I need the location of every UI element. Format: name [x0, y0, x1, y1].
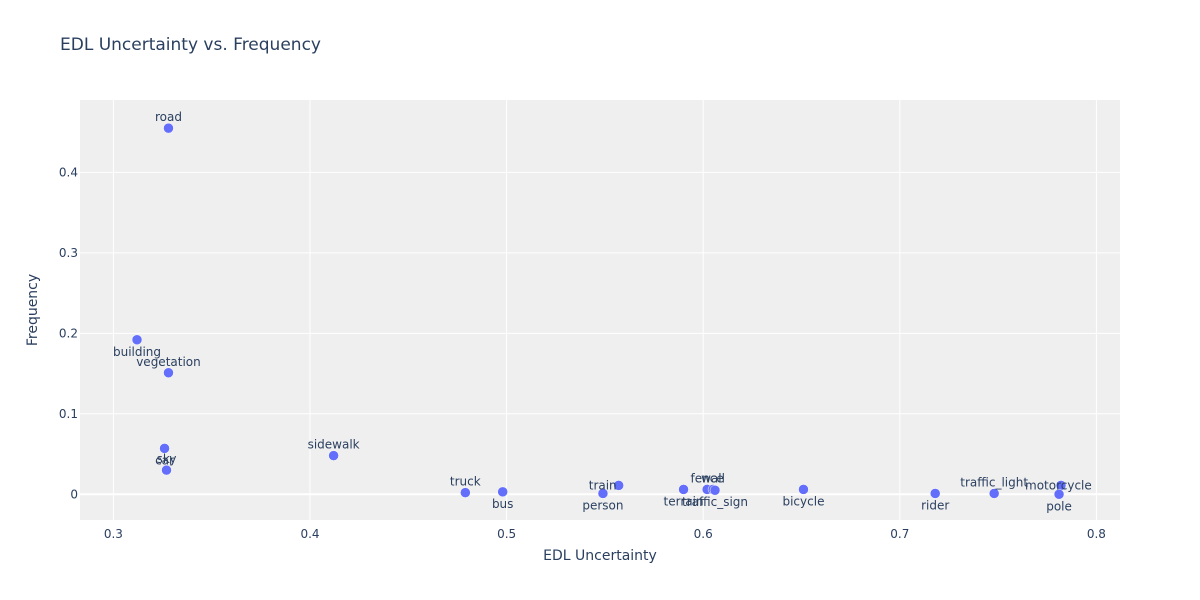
point-label-terrain: terrain: [664, 494, 704, 508]
data-point-pole: [1053, 489, 1065, 500]
point-label-car: car: [155, 453, 174, 467]
point-label-pole: pole: [1046, 499, 1072, 513]
data-points: [131, 122, 1067, 500]
point-label-traffic_light: traffic_light: [960, 475, 1028, 489]
point-label-motorcycle: motorcycle: [1025, 478, 1092, 492]
data-point-building: [131, 334, 143, 346]
data-point-terrain: [678, 484, 689, 495]
data-point-train: [613, 480, 624, 491]
point-label-bicycle: bicycle: [782, 494, 824, 508]
point-label-person: person: [582, 498, 623, 512]
grid-lines: [80, 100, 1120, 520]
y-tick-label: 0.2: [59, 326, 78, 340]
chart-title: EDL Uncertainty vs. Frequency: [60, 35, 321, 55]
point-label-road: road: [155, 110, 182, 124]
point-label-vegetation: vegetation: [136, 355, 201, 369]
point-label-building: building: [113, 345, 161, 359]
point-label-traffic_sign: traffic_sign: [682, 495, 748, 509]
data-point-car: [159, 443, 170, 454]
point-label-truck: truck: [450, 475, 481, 489]
y-tick-label: 0.4: [59, 165, 78, 179]
data-point-vegetation: [163, 367, 174, 379]
y-tick-label: 0.3: [59, 246, 78, 260]
y-axis-title: Frequency: [25, 274, 41, 346]
point-label-bus: bus: [492, 497, 513, 511]
x-tick-label: 0.6: [694, 527, 713, 541]
x-tick-label: 0.3: [104, 527, 123, 541]
point-label-wall: wall: [701, 471, 725, 485]
data-point-sidewalk: [328, 450, 339, 461]
axis-ticks: 0.3 0.4 0.5 0.6 0.7 0.8 0 0.1 0.2 0.3 0.4: [59, 165, 1106, 541]
x-tick-label: 0.5: [497, 527, 516, 541]
x-tick-label: 0.7: [890, 527, 909, 541]
point-label-rider: rider: [921, 498, 949, 512]
data-point-sky: [161, 464, 172, 476]
x-axis-title: EDL Uncertainty: [543, 548, 657, 564]
point-label-train: train: [589, 478, 617, 492]
data-point-road: [163, 122, 174, 134]
data-point-truck: [460, 487, 471, 498]
y-tick-label: 0.1: [59, 407, 78, 421]
point-label-fence: fence: [691, 471, 724, 485]
data-point-bus: [497, 486, 508, 498]
point-label-sidewalk: sidewalk: [308, 438, 360, 452]
y-tick-label: 0: [70, 487, 78, 501]
x-tick-label: 0.4: [300, 527, 319, 541]
point-label-sky: sky: [157, 452, 177, 466]
data-point-rider: [929, 488, 941, 499]
data-point-traffic_light: [988, 488, 1000, 499]
plot-area: [80, 100, 1120, 520]
data-point-person: [597, 488, 609, 499]
x-tick-label: 0.8: [1087, 527, 1106, 541]
data-point-bicycle: [798, 484, 809, 495]
data-point-traffic_sign: [709, 484, 721, 496]
